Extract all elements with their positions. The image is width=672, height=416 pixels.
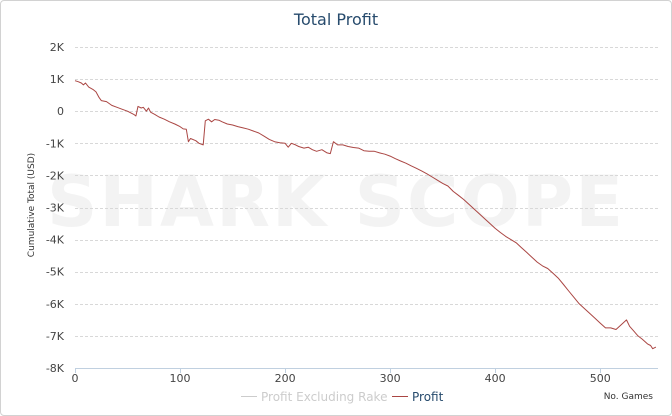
x-tick-label: 200 bbox=[275, 372, 296, 385]
legend-item-label[interactable]: Profit Excluding Rake bbox=[261, 390, 387, 404]
y-tick-label: -8K bbox=[46, 362, 65, 375]
y-tick-label: -3K bbox=[46, 202, 65, 215]
y-tick-label: -5K bbox=[46, 266, 65, 279]
y-axis-title: Cumulative Total (USD) bbox=[27, 153, 37, 257]
y-tick-label: 0 bbox=[57, 105, 64, 118]
legend-item-label[interactable]: Profit bbox=[412, 390, 444, 404]
x-tick-label: 300 bbox=[380, 372, 401, 385]
watermark: SHARK SCOPE bbox=[47, 161, 625, 243]
y-tick-label: -4K bbox=[46, 234, 65, 247]
y-tick-label: -7K bbox=[46, 330, 65, 343]
legend: Profit Excluding Rake Profit bbox=[241, 390, 444, 404]
x-tick-label: 400 bbox=[485, 372, 506, 385]
x-axis-title: No. Games bbox=[604, 392, 654, 402]
y-tick-label: 2K bbox=[50, 41, 65, 54]
y-tick-label: -1K bbox=[46, 137, 65, 150]
x-tick-label: 500 bbox=[590, 372, 611, 385]
series-area bbox=[74, 80, 657, 350]
y-tick-label: -2K bbox=[46, 169, 65, 182]
watermark-text: SHARK SCOPE bbox=[47, 161, 625, 243]
gridlines bbox=[75, 47, 658, 337]
x-tick-label: 0 bbox=[72, 372, 79, 385]
x-tick-label: 100 bbox=[170, 372, 191, 385]
y-tick-label: -6K bbox=[46, 298, 65, 311]
series-line-profit bbox=[74, 80, 657, 350]
y-tick-label: 1K bbox=[50, 73, 65, 86]
chart-title: Total Profit bbox=[293, 10, 378, 29]
x-axis: 0 100 200 300 400 500 bbox=[72, 368, 658, 385]
y-axis: 2K 1K 0 -1K -2K -3K -4K -5K -6K -7K -8K bbox=[46, 41, 65, 375]
